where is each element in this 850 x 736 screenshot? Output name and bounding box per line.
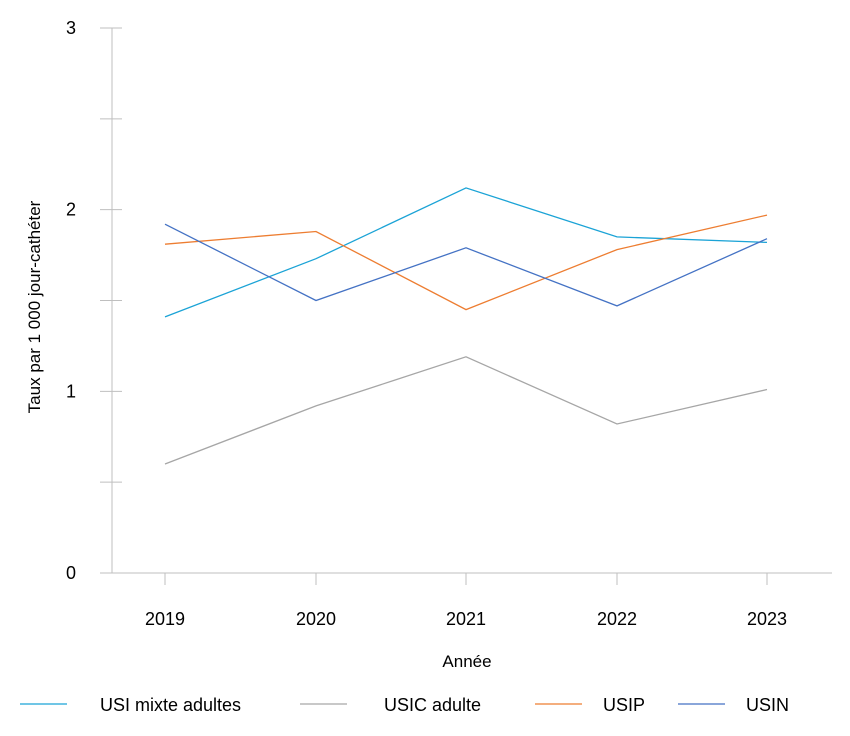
x-tick-label: 2022: [597, 609, 637, 629]
series-line-2: [164, 356, 768, 465]
legend-label-2: USIC adulte: [384, 695, 481, 715]
x-tick-label: 2021: [446, 609, 486, 629]
x-tick-label: 2020: [296, 609, 336, 629]
y-tick-label: 0: [66, 563, 76, 583]
chart-axes: 0 1 2 3 2019 2020 2021 2022 2023: [66, 18, 832, 629]
series-line-4: [164, 223, 768, 307]
y-tick-label: 2: [66, 200, 76, 220]
chart-legend: USI mixte adultes USIC adulte USIP USIN: [20, 695, 789, 715]
legend-label-3: USIP: [603, 695, 645, 715]
legend-label-4: USIN: [746, 695, 789, 715]
y-axis-title: Taux par 1 000 jour-cathéter: [25, 200, 44, 413]
legend-label-1: USI mixte adultes: [100, 695, 241, 715]
x-tick-label: 2019: [145, 609, 185, 629]
series-line-3: [164, 214, 768, 311]
chart-series: [164, 187, 768, 465]
y-tick-label: 3: [66, 18, 76, 38]
x-axis-title: Année: [442, 652, 491, 671]
y-tick-label: 1: [66, 381, 76, 401]
x-tick-label: 2023: [747, 609, 787, 629]
series-line-1: [164, 187, 768, 318]
